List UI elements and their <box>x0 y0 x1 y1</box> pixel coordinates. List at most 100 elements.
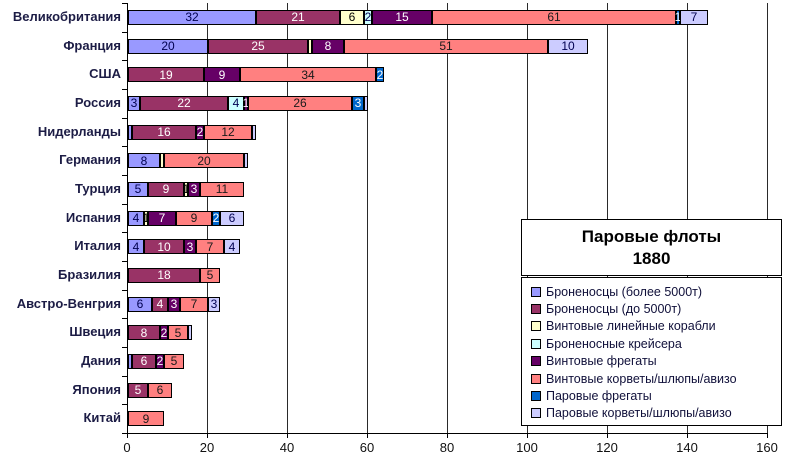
y-axis-tick <box>122 433 127 434</box>
y-axis-tick <box>122 3 127 4</box>
legend-item: Броненосные крейсера <box>531 335 781 352</box>
bar-segment: 8 <box>128 153 160 169</box>
bar-value-label: 6 <box>156 382 164 397</box>
y-axis-tick <box>122 117 127 119</box>
legend-label: Броненосцы (до 5000т) <box>546 302 682 317</box>
bar-segment: 9 <box>176 210 212 226</box>
x-axis-tick-label: 100 <box>516 440 538 455</box>
bar-value-label: 8 <box>324 38 332 53</box>
bar-value-label: 10 <box>561 38 575 53</box>
bar-value-label: 5 <box>174 325 182 340</box>
x-axis-tick <box>127 433 128 438</box>
bar-value-label: 25 <box>251 38 265 53</box>
bar-segment: 4 <box>224 239 240 255</box>
bar-value-label: 12 <box>221 124 235 139</box>
bar-segment: 3 <box>168 296 180 312</box>
bar-segment: 61 <box>432 9 676 25</box>
bar-value-label: 5 <box>206 268 214 283</box>
bar-segment: 2 <box>364 9 372 25</box>
bar-segment: 4 <box>228 95 244 111</box>
bar-segment: 4 <box>152 296 168 312</box>
bar-segment: 8 <box>312 38 344 54</box>
x-axis-tick <box>607 433 608 438</box>
bar-segment: 7 <box>180 296 208 312</box>
y-axis-tick <box>122 31 127 33</box>
bar-segment <box>188 325 192 341</box>
category-label: Дания <box>81 353 121 368</box>
bar-value-label: 5 <box>170 354 178 369</box>
bar-value-label: 8 <box>140 153 148 168</box>
chart-title-line2: 1880 <box>632 249 671 268</box>
bar-segment <box>308 38 312 54</box>
bar-value-label: 2 <box>364 10 372 25</box>
bar-value-label: 61 <box>547 10 561 25</box>
bar-value-label: 9 <box>142 411 150 426</box>
gridline-140 <box>687 3 688 433</box>
bar-value-label: 3 <box>130 96 138 111</box>
bar-segment: 5 <box>128 181 148 197</box>
bar-segment: 3 <box>352 95 364 111</box>
legend-swatch <box>531 408 541 419</box>
category-axis-labels: Великобритания Франция США Россия Нидерланды… <box>0 3 121 433</box>
bar-segment <box>128 124 132 140</box>
bar-value-label: 7 <box>190 296 198 311</box>
bar-segment: 6 <box>128 296 152 312</box>
bar-segment <box>128 353 132 369</box>
gridline-40 <box>287 3 288 433</box>
bar-value-label: 20 <box>197 153 211 168</box>
legend-swatch <box>531 286 541 297</box>
bar-value-label: 1 <box>674 10 682 25</box>
x-axis-tick <box>367 433 368 438</box>
bar-value-label: 1 <box>182 182 190 197</box>
bar-segment: 19 <box>128 67 204 83</box>
bar-segment: 3 <box>208 296 220 312</box>
bar-value-label: 51 <box>439 38 453 53</box>
legend-swatch <box>531 321 541 332</box>
bar-segment: 34 <box>240 67 376 83</box>
bar-value-label: 32 <box>185 10 199 25</box>
category-label: Нидерланды <box>37 123 121 139</box>
x-axis-tick <box>767 433 768 438</box>
bar-segment: 1 <box>143 210 149 226</box>
legend-swatch <box>531 373 541 384</box>
bar-segment: 2 <box>212 210 220 226</box>
legend-item: Паровые корветы/шлюпы/авизо <box>531 405 781 422</box>
y-axis-tick <box>122 289 127 291</box>
bar-segment: 5 <box>128 382 148 398</box>
legend-label: Паровые фрегаты <box>546 389 652 404</box>
bar-segment <box>160 153 164 169</box>
bar-value-label: 9 <box>218 67 226 82</box>
x-axis-tick <box>527 433 528 438</box>
legend-item: Винтовые линейные корабли <box>531 318 781 335</box>
bar-value-label: 5 <box>134 182 142 197</box>
bar-segment: 6 <box>132 353 156 369</box>
bar-segment: 15 <box>372 9 432 25</box>
category-label: Австро-Венгрия <box>16 295 121 311</box>
bar-value-label: 20 <box>161 38 175 53</box>
category-label: Италия <box>74 238 121 254</box>
bar-segment: 6 <box>340 9 364 25</box>
legend-label: Броненосцы (более 5000т) <box>546 284 703 299</box>
chart-title-box: Паровые флоты 1880 <box>521 219 782 276</box>
bar-segment: 18 <box>128 267 200 283</box>
legend-swatch <box>531 391 541 402</box>
bar-segment: 12 <box>204 124 252 140</box>
legend-label: Винтовые фрегаты <box>546 354 657 369</box>
y-axis-tick <box>122 232 127 234</box>
bar-value-label: 9 <box>162 182 170 197</box>
x-axis-tick-label: 60 <box>359 440 375 455</box>
gridline-100 <box>527 3 528 433</box>
bar-segment: 2 <box>196 124 204 140</box>
category-label: Турция <box>74 181 121 196</box>
bar-segment: 2 <box>160 325 168 341</box>
x-axis-tick-label: 0 <box>123 440 131 455</box>
x-axis-tick <box>207 433 208 438</box>
bar-value-label: 9 <box>190 210 198 225</box>
legend-item: Винтовые фрегаты <box>531 353 781 370</box>
category-label: Бразилия <box>58 267 121 282</box>
y-axis-tick <box>122 89 127 90</box>
legend-item: Броненосцы (более 5000т) <box>531 283 781 300</box>
legend-label: Винтовые линейные корабли <box>546 319 716 334</box>
bar-value-label: 3 <box>354 96 362 111</box>
